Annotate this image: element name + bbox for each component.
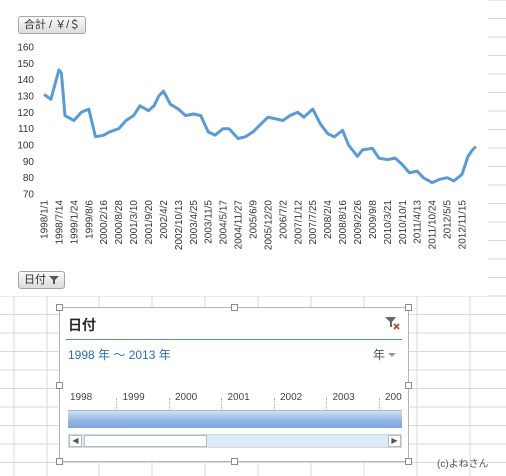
slicer-header-divider: [66, 339, 402, 340]
x-tick-label: 2003/11/5: [204, 200, 215, 244]
x-tick-label: 2008/8/16: [338, 200, 349, 245]
x-tick-label: 2000/2/16: [99, 200, 110, 245]
x-tick-label: 2002/4/2: [159, 200, 170, 239]
timeline-year-1999[interactable]: 1999: [122, 392, 145, 403]
x-tick-label: 2011/4/13: [413, 200, 424, 244]
x-tick-label: 2010/10/1: [398, 200, 409, 245]
time-level-dropdown[interactable]: 年: [373, 346, 396, 363]
y-tick-label: 90: [23, 157, 35, 168]
x-tick-label: 1999/8/6: [84, 200, 95, 239]
x-tick-label: 2000/8/28: [114, 200, 125, 245]
year-separator: [326, 398, 327, 410]
x-tick-label: 1998/1/1: [40, 200, 51, 239]
y-tick-label: 130: [17, 92, 34, 103]
x-tick-label: 2010/3/21: [383, 200, 394, 245]
x-tick-label: 2009/9/8: [368, 200, 379, 239]
time-level-label: 年: [372, 348, 385, 362]
x-tick-label: 2001/3/10: [129, 200, 140, 245]
resize-handle-left[interactable]: [56, 382, 63, 389]
scroll-left-button[interactable]: ◀: [69, 435, 82, 447]
timeline-selection-bar[interactable]: [68, 410, 402, 428]
y-tick-label: 100: [17, 141, 34, 152]
x-tick-label: 1998/7/14: [54, 200, 65, 245]
scroll-right-button[interactable]: ▶: [388, 435, 401, 447]
y-tick-label: 70: [23, 190, 35, 201]
resize-handle-right[interactable]: [405, 382, 412, 389]
x-tick-label: 2007/1/12: [293, 200, 304, 245]
x-tick-label: 2012/11/15: [458, 200, 469, 250]
resize-handle-bottom-right[interactable]: [405, 458, 412, 465]
x-tick-label: 2005/12/20: [263, 200, 274, 250]
timeline-slicer[interactable]: 日付 1998 年 〜 2013 年 年 1998 1999 2000 2001 200…: [56, 304, 412, 465]
resize-handle-top-right[interactable]: [405, 304, 412, 311]
clear-filter-icon[interactable]: [384, 315, 400, 331]
y-tick-label: 110: [18, 124, 34, 135]
timeline-year-labels: 1998 1999 2000 2001 2002 2003 2004: [68, 392, 402, 410]
x-tick-label: 2006/7/2: [278, 200, 289, 239]
line-chart-plot: 160 150 140 130 120 110 100 90 80 70 1998/1/1 1998/…: [17, 43, 477, 250]
resize-handle-bottom-left[interactable]: [56, 458, 63, 465]
year-separator: [273, 398, 275, 410]
x-tick-label: 2004/5/17: [219, 200, 230, 245]
timeline-year-2002[interactable]: 2002: [280, 392, 303, 403]
x-tick-label: 2002/10/13: [174, 200, 185, 250]
timeline-year-1998[interactable]: 1998: [70, 392, 93, 403]
timeline-scrollbar[interactable]: ◀ ▶: [68, 434, 402, 448]
copyright-credit: (c)よねさん: [437, 459, 489, 470]
series-field-button[interactable]: 合計 / ￥/＄: [18, 16, 87, 34]
y-tick-label: 150: [17, 59, 34, 70]
resize-handle-bottom[interactable]: [231, 458, 238, 465]
timeline-year-2001[interactable]: 2001: [227, 392, 250, 403]
x-tick-label: 2004/11/27: [234, 200, 245, 250]
series-line[interactable]: [43, 68, 477, 185]
timeline-year-2003[interactable]: 2003: [332, 392, 355, 403]
timeline-year-2004[interactable]: 2004: [385, 392, 402, 403]
slicer-title: 日付: [68, 317, 96, 333]
x-tick-label: 2001/9/20: [144, 200, 155, 245]
x-tick-label: 2009/2/26: [353, 200, 364, 245]
x-tick-label: 2011/10/24: [428, 200, 439, 250]
x-tick-label: 2012/5/5: [443, 200, 454, 239]
x-tick-label: 2008/2/4: [323, 200, 334, 239]
year-separator: [221, 398, 222, 410]
x-tick-label: 2005/6/9: [249, 200, 260, 239]
y-tick-label: 80: [23, 173, 35, 184]
x-tick-label: 2007/7/25: [308, 200, 319, 245]
y-tick-label: 120: [17, 108, 34, 119]
filter-icon: [49, 276, 59, 284]
pivot-chart[interactable]: 160 150 140 130 120 110 100 90 80 70 1998/1/1 1998/…: [0, 0, 488, 296]
axis-field-label: 日付: [24, 274, 46, 286]
year-separator: [116, 398, 117, 410]
resize-handle-top-left[interactable]: [56, 304, 63, 311]
chevron-down-icon: [388, 352, 396, 357]
scroll-thumb[interactable]: [84, 435, 207, 447]
y-tick-label: 160: [17, 43, 34, 54]
series-field-label: 合計 / ￥/＄: [24, 19, 81, 31]
year-separator: [168, 398, 170, 410]
selected-range-label: 1998 年 〜 2013 年: [68, 348, 171, 362]
x-tick-label: 2003/4/25: [189, 200, 200, 245]
y-tick-label: 140: [17, 75, 34, 86]
timeline-year-2000[interactable]: 2000: [175, 392, 198, 403]
resize-handle-top[interactable]: [231, 304, 238, 311]
x-tick-label: 1999/1/24: [69, 200, 80, 245]
axis-field-button[interactable]: 日付: [18, 271, 65, 289]
year-separator: [378, 398, 380, 410]
